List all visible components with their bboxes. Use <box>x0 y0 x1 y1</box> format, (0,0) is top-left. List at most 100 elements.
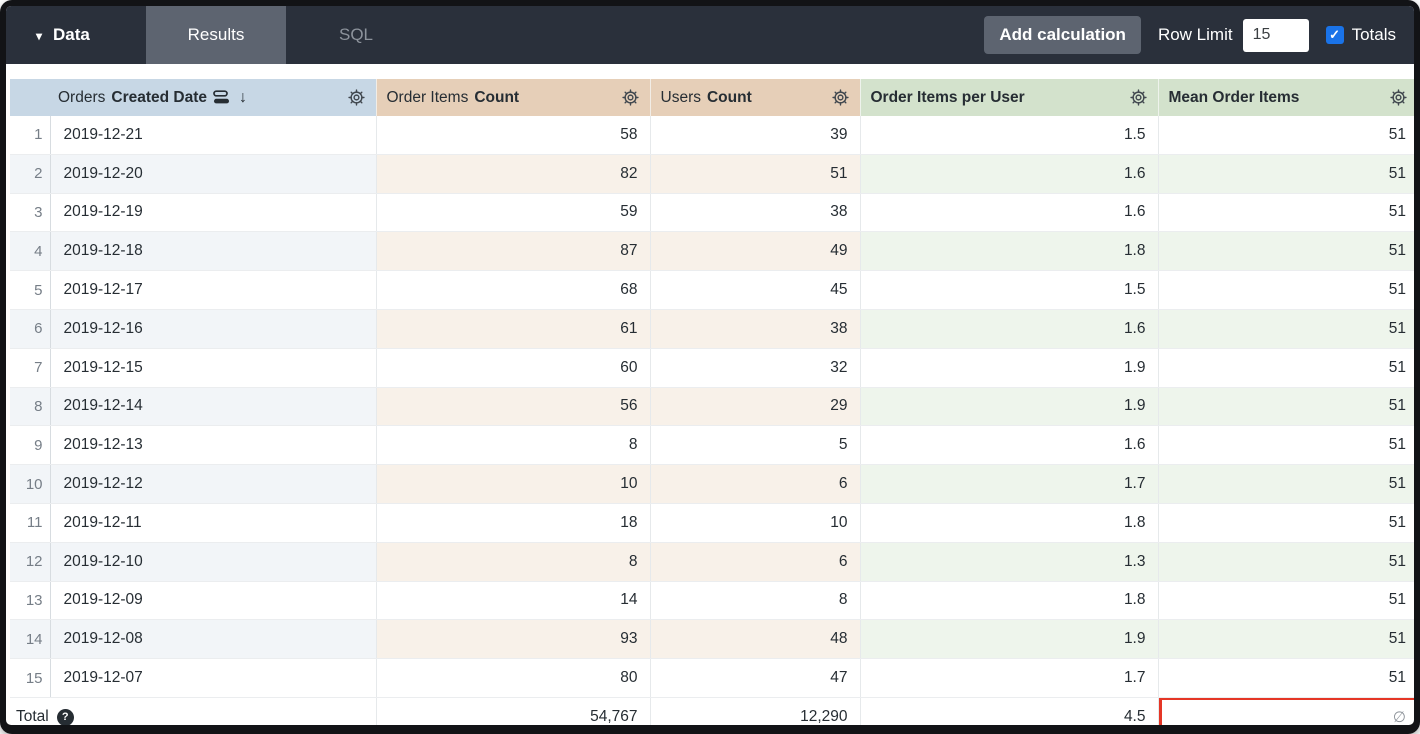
orders-created-date-cell[interactable]: 2019-12-12 <box>50 464 376 504</box>
order-items-per-user-cell[interactable]: 1.7 <box>859 464 1158 504</box>
order-items-count-cell[interactable]: 10 <box>375 464 650 504</box>
users-count-cell[interactable]: 6 <box>649 542 860 582</box>
column-header-order-items-per-user[interactable]: Order Items per User <box>859 79 1158 116</box>
tab-results[interactable]: Results <box>146 6 286 64</box>
gear-icon[interactable] <box>1129 88 1148 107</box>
total-users-count-cell[interactable]: 12,290 <box>649 696 860 725</box>
total-mean-order-items-cell[interactable]: ∅ <box>1157 696 1414 725</box>
orders-created-date-cell[interactable]: 2019-12-08 <box>50 619 376 660</box>
order-items-count-cell[interactable]: 60 <box>375 348 650 388</box>
order-items-per-user-cell[interactable]: 1.6 <box>859 309 1158 349</box>
order-items-per-user-cell[interactable]: 1.6 <box>859 193 1158 233</box>
order-items-per-user-cell[interactable]: 1.6 <box>859 154 1158 194</box>
order-items-count-cell[interactable]: 68 <box>375 270 650 310</box>
orders-created-date-cell[interactable]: 2019-12-15 <box>50 348 376 388</box>
users-count-cell[interactable]: 29 <box>649 387 860 427</box>
orders-created-date-cell[interactable]: 2019-12-16 <box>50 309 376 349</box>
help-icon[interactable]: ? <box>56 708 74 725</box>
users-count-cell[interactable]: 8 <box>649 581 860 621</box>
orders-created-date-cell[interactable]: 2019-12-11 <box>50 503 376 543</box>
order-items-count-cell[interactable]: 58 <box>375 116 650 155</box>
column-header-users-count[interactable]: Users Count <box>649 79 860 116</box>
order-items-count-cell[interactable]: 87 <box>375 231 650 272</box>
order-items-count-cell[interactable]: 8 <box>375 542 650 582</box>
users-count-cell[interactable]: 51 <box>649 154 860 194</box>
row-limit-input[interactable] <box>1242 18 1309 52</box>
column-label-prefix: Users <box>660 88 701 106</box>
users-count-cell[interactable]: 5 <box>649 425 860 466</box>
order-items-per-user-cell[interactable]: 1.5 <box>859 270 1158 310</box>
gear-icon[interactable] <box>621 88 640 107</box>
orders-created-date-cell[interactable]: 2019-12-19 <box>50 193 376 233</box>
order-items-count-cell[interactable]: 56 <box>375 387 650 427</box>
users-count-cell[interactable]: 45 <box>649 270 860 310</box>
order-items-count-cell[interactable]: 61 <box>375 309 650 349</box>
table-row: 8 2019-12-14 56 29 1.9 51 <box>10 387 1414 427</box>
column-header-order-items-count[interactable]: Order Items Count <box>375 79 650 116</box>
order-items-count-cell[interactable]: 18 <box>375 503 650 543</box>
orders-created-date-cell[interactable]: 2019-12-13 <box>50 425 376 466</box>
column-header-orders-created-date[interactable]: Orders Created Date ↓ <box>10 79 376 116</box>
users-count-cell[interactable]: 38 <box>649 309 860 349</box>
users-count-cell[interactable]: 6 <box>649 464 860 504</box>
mean-order-items-cell[interactable]: 51 <box>1157 464 1414 504</box>
orders-created-date-cell[interactable]: 2019-12-18 <box>50 231 376 272</box>
total-order-items-per-user-cell[interactable]: 4.5 <box>859 696 1158 725</box>
users-count-cell[interactable]: 38 <box>649 193 860 233</box>
totals-toggle[interactable]: ✓ Totals <box>1325 25 1396 45</box>
mean-order-items-cell[interactable]: 51 <box>1157 193 1414 233</box>
mean-order-items-cell[interactable]: 51 <box>1157 231 1414 272</box>
orders-created-date-cell[interactable]: 2019-12-07 <box>50 658 376 698</box>
mean-order-items-cell[interactable]: 51 <box>1157 658 1414 698</box>
order-items-count-cell[interactable]: 14 <box>375 581 650 621</box>
order-items-count-cell[interactable]: 8 <box>375 425 650 466</box>
order-items-per-user-cell[interactable]: 1.7 <box>859 658 1158 698</box>
totals-checkbox[interactable]: ✓ <box>1325 26 1344 44</box>
order-items-per-user-cell[interactable]: 1.8 <box>859 581 1158 621</box>
order-items-count-cell[interactable]: 93 <box>375 619 650 660</box>
mean-order-items-cell[interactable]: 51 <box>1157 581 1414 621</box>
users-count-cell[interactable]: 47 <box>649 658 860 698</box>
order-items-per-user-cell[interactable]: 1.5 <box>859 116 1158 155</box>
order-items-count-cell[interactable]: 59 <box>375 193 650 233</box>
add-calculation-button[interactable]: Add calculation <box>984 16 1141 54</box>
users-count-cell[interactable]: 39 <box>649 116 860 155</box>
order-items-per-user-cell[interactable]: 1.8 <box>859 231 1158 272</box>
orders-created-date-cell[interactable]: 2019-12-20 <box>50 154 376 194</box>
order-items-count-cell[interactable]: 82 <box>375 154 650 194</box>
users-count-cell[interactable]: 10 <box>649 503 860 543</box>
order-items-count-cell[interactable]: 80 <box>375 658 650 698</box>
users-count-cell[interactable]: 32 <box>649 348 860 388</box>
users-count-cell[interactable]: 48 <box>649 619 860 660</box>
orders-created-date-cell[interactable]: 2019-12-21 <box>50 116 376 155</box>
order-items-per-user-cell[interactable]: 1.6 <box>859 425 1158 466</box>
mean-order-items-cell[interactable]: 51 <box>1157 542 1414 582</box>
data-section-toggle[interactable]: ▾ Data <box>6 6 146 64</box>
order-items-per-user-cell[interactable]: 1.9 <box>859 619 1158 660</box>
mean-order-items-cell[interactable]: 51 <box>1157 309 1414 349</box>
order-items-per-user-cell[interactable]: 1.3 <box>859 542 1158 582</box>
mean-order-items-cell[interactable]: 51 <box>1157 619 1414 660</box>
order-items-per-user-cell[interactable]: 1.8 <box>859 503 1158 543</box>
total-order-items-count-cell[interactable]: 54,767 <box>375 696 650 725</box>
table-row: 12 2019-12-10 8 6 1.3 51 <box>10 542 1414 582</box>
order-items-per-user-cell[interactable]: 1.9 <box>859 387 1158 427</box>
gear-icon[interactable] <box>347 88 366 107</box>
mean-order-items-cell[interactable]: 51 <box>1157 387 1414 427</box>
orders-created-date-cell[interactable]: 2019-12-17 <box>50 270 376 310</box>
tab-sql[interactable]: SQL <box>286 6 426 64</box>
gear-icon[interactable] <box>1389 88 1408 107</box>
mean-order-items-cell[interactable]: 51 <box>1157 270 1414 310</box>
column-header-mean-order-items[interactable]: Mean Order Items <box>1157 79 1414 116</box>
mean-order-items-cell[interactable]: 51 <box>1157 503 1414 543</box>
mean-order-items-cell[interactable]: 51 <box>1157 154 1414 194</box>
mean-order-items-cell[interactable]: 51 <box>1157 116 1414 155</box>
orders-created-date-cell[interactable]: 2019-12-09 <box>50 581 376 621</box>
users-count-cell[interactable]: 49 <box>649 231 860 272</box>
orders-created-date-cell[interactable]: 2019-12-10 <box>50 542 376 582</box>
mean-order-items-cell[interactable]: 51 <box>1157 425 1414 466</box>
gear-icon[interactable] <box>831 88 850 107</box>
order-items-per-user-cell[interactable]: 1.9 <box>859 348 1158 388</box>
orders-created-date-cell[interactable]: 2019-12-14 <box>50 387 376 427</box>
mean-order-items-cell[interactable]: 51 <box>1157 348 1414 388</box>
